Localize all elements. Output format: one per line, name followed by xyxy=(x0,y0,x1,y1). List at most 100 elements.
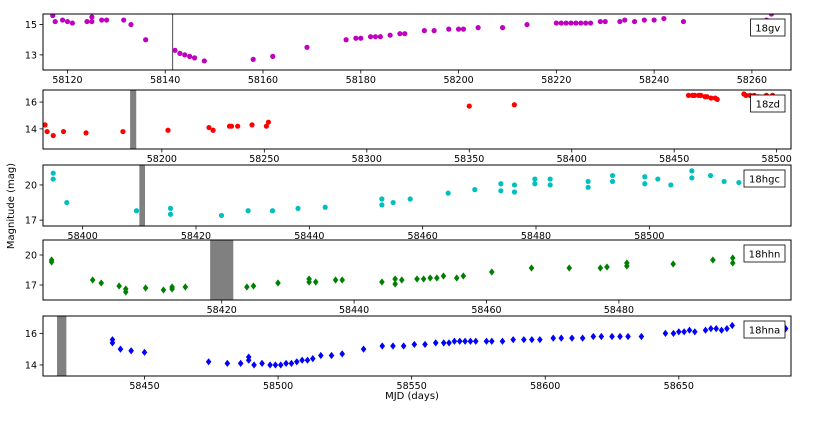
data-point xyxy=(270,53,276,59)
data-point xyxy=(622,17,628,23)
data-point xyxy=(547,182,553,188)
data-point xyxy=(306,275,312,283)
panel-content xyxy=(50,14,775,70)
data-point xyxy=(235,123,241,129)
data-point xyxy=(598,332,605,341)
data-point xyxy=(120,128,126,135)
data-point xyxy=(743,92,749,98)
data-point xyxy=(453,274,460,282)
data-point xyxy=(267,361,273,369)
data-point xyxy=(460,26,467,32)
data-point xyxy=(511,102,517,108)
data-point xyxy=(414,275,420,283)
x-tick-label: 58140 xyxy=(150,75,180,86)
x-tick-label: 58420 xyxy=(207,305,237,316)
series-label: 18hgc xyxy=(749,175,780,186)
data-point xyxy=(434,274,440,282)
x-tick-label: 58240 xyxy=(639,75,669,86)
data-point xyxy=(89,18,95,25)
data-point xyxy=(455,26,462,32)
data-point xyxy=(510,336,516,344)
data-point xyxy=(128,21,134,28)
event-marker-band xyxy=(139,165,145,226)
data-point xyxy=(558,20,564,26)
data-point xyxy=(511,182,518,188)
data-point xyxy=(224,359,231,367)
x-tick-label: 58160 xyxy=(248,75,278,86)
data-point xyxy=(332,276,339,284)
data-point xyxy=(587,20,594,26)
x-tick-label: 58650 xyxy=(664,381,694,392)
data-point xyxy=(372,34,379,40)
series-label-box xyxy=(750,18,786,37)
data-point xyxy=(707,172,714,179)
data-point xyxy=(550,334,557,342)
data-point xyxy=(249,122,255,128)
data-point xyxy=(689,175,695,181)
series-label: 18hna xyxy=(749,326,781,337)
data-point xyxy=(721,178,727,185)
data-point xyxy=(768,14,775,17)
data-point xyxy=(498,181,504,187)
data-point xyxy=(579,334,586,342)
y-tick-label: 14 xyxy=(25,124,37,135)
data-point xyxy=(692,92,698,98)
data-point xyxy=(411,340,418,349)
data-point xyxy=(676,328,682,336)
data-point xyxy=(451,337,458,345)
data-point xyxy=(427,274,434,282)
panel-frame xyxy=(42,89,792,150)
data-point xyxy=(445,190,451,196)
data-point xyxy=(295,205,301,212)
x-tick-label: 58350 xyxy=(454,154,484,165)
data-point xyxy=(160,286,167,294)
panel-frame xyxy=(42,315,792,377)
data-point xyxy=(736,179,742,186)
data-point xyxy=(499,25,506,31)
panel-frame xyxy=(42,164,792,227)
data-point xyxy=(704,94,710,100)
data-point xyxy=(121,17,127,23)
data-point xyxy=(590,332,597,341)
x-tick-label: 58220 xyxy=(541,75,571,86)
data-point xyxy=(277,361,284,369)
data-point xyxy=(397,31,403,37)
data-point xyxy=(299,356,305,364)
data-point xyxy=(456,337,463,345)
data-point xyxy=(597,264,604,272)
data-point xyxy=(532,181,538,187)
data-point xyxy=(133,208,140,214)
data-point xyxy=(681,328,687,336)
data-point xyxy=(167,205,174,212)
data-point xyxy=(563,20,569,26)
data-point xyxy=(343,37,349,43)
data-point xyxy=(708,325,714,333)
data-point xyxy=(339,276,345,284)
data-point xyxy=(116,282,122,290)
data-point xyxy=(655,176,661,182)
data-point xyxy=(462,337,468,345)
x-tick-label: 58200 xyxy=(443,75,473,86)
y-tick-label: 16 xyxy=(25,98,37,109)
x-tick-label: 58450 xyxy=(659,154,689,165)
data-point xyxy=(50,132,56,139)
data-point xyxy=(360,345,367,353)
data-point xyxy=(670,260,676,268)
x-tick-label: 58300 xyxy=(352,154,382,165)
x-tick-label: 58250 xyxy=(249,154,279,165)
data-point xyxy=(729,321,736,330)
series-label-box xyxy=(750,94,786,113)
data-point xyxy=(205,358,212,366)
data-point xyxy=(52,18,58,25)
data-point xyxy=(398,276,405,284)
data-point xyxy=(272,361,279,369)
data-point xyxy=(83,130,89,136)
x-tick-label: 58200 xyxy=(147,154,177,165)
data-point xyxy=(446,339,452,347)
data-point xyxy=(729,254,736,262)
data-point xyxy=(103,17,110,23)
data-point xyxy=(84,18,90,25)
data-point xyxy=(390,199,396,206)
data-point xyxy=(379,202,385,208)
data-point xyxy=(521,336,527,344)
